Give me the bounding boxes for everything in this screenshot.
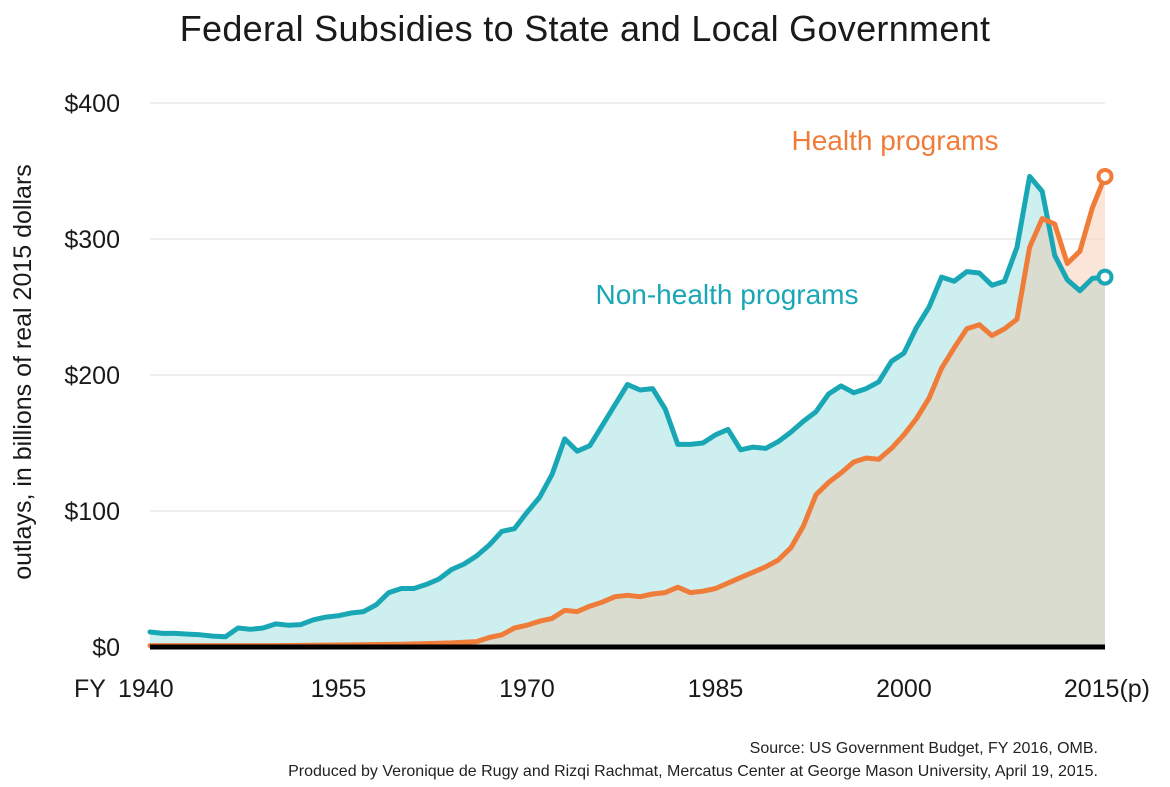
area-fills bbox=[150, 176, 1105, 647]
y-tick-label: $300 bbox=[64, 226, 120, 254]
x-tick-labels: FY 1940 1955 1970 1985 2000 2015(p) bbox=[74, 675, 1150, 703]
x-tick-label: 1985 bbox=[688, 675, 744, 703]
y-tick-label: $0 bbox=[92, 634, 120, 662]
x-tick-label: 1940 bbox=[118, 675, 174, 703]
series-lines bbox=[147, 167, 1114, 649]
source-note: Source: US Government Budget, FY 2016, O… bbox=[749, 740, 1098, 757]
x-tick-label: 1955 bbox=[311, 675, 367, 703]
series-annotations: Health programs Non-health programs bbox=[595, 125, 998, 310]
y-tick-labels: $0 $100 $200 $300 $400 bbox=[64, 90, 120, 662]
health-endpoint bbox=[1096, 167, 1114, 185]
x-tick-label: 2015(p) bbox=[1064, 675, 1150, 703]
y-tick-label: $400 bbox=[64, 90, 120, 118]
y-tick-label: $200 bbox=[64, 362, 120, 390]
health-line bbox=[147, 173, 1108, 649]
x-tick-label: 1970 bbox=[499, 675, 555, 703]
chart-title: Federal Subsidies to State and Local Gov… bbox=[179, 8, 991, 49]
x-axis-prefix: FY bbox=[74, 675, 106, 703]
non-health-endpoint bbox=[1096, 268, 1114, 286]
non-health-line bbox=[147, 173, 1108, 640]
health-programs-label: Health programs bbox=[792, 125, 999, 156]
y-axis-label: outlays, in billions of real 2015 dollar… bbox=[9, 164, 37, 580]
x-tick-label: 2000 bbox=[876, 675, 932, 703]
credit-note: Produced by Veronique de Rugy and Rizqi … bbox=[288, 763, 1098, 780]
y-tick-label: $100 bbox=[64, 498, 120, 526]
non-health-programs-label: Non-health programs bbox=[595, 279, 858, 310]
